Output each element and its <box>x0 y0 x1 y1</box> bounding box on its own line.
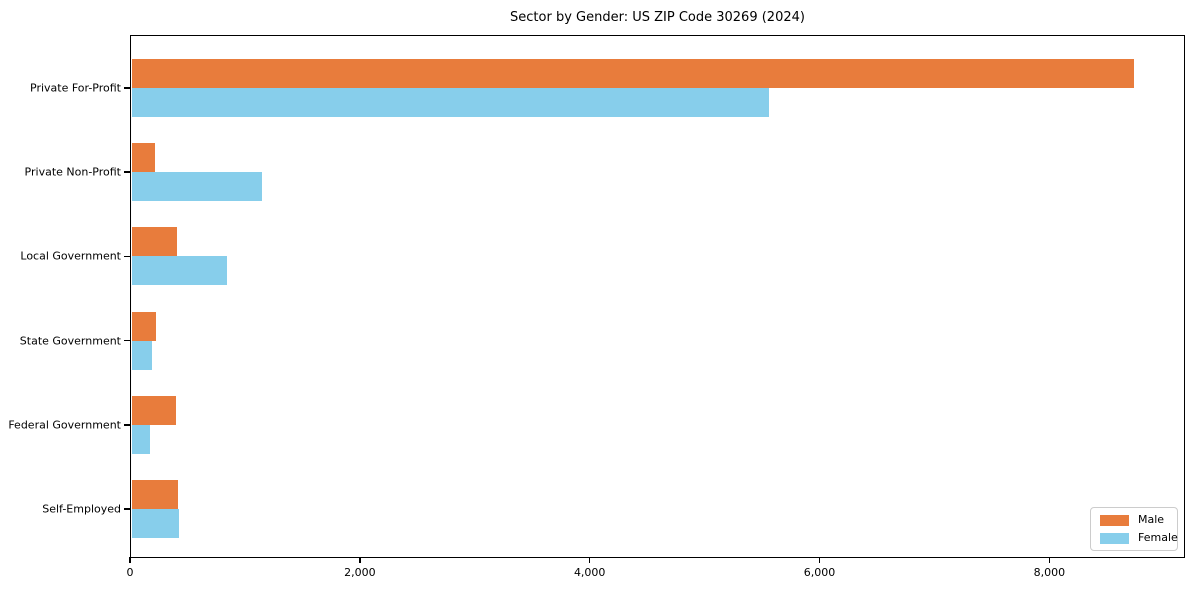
y-tick-label-self-employed: Self-Employed <box>42 502 121 516</box>
bar-female-state-government <box>131 340 152 370</box>
bar-female-self-employed <box>131 509 180 538</box>
y-tick-label-local-government: Local Government <box>20 249 121 263</box>
x-tick-label-0: 0 <box>126 566 134 579</box>
x-tick-mark <box>1048 557 1051 563</box>
bar-male-self-employed <box>131 480 179 509</box>
male-series-swatch <box>1100 514 1129 526</box>
bar-male-state-government <box>131 311 156 341</box>
y-tick-label-state-government: State Government <box>19 334 121 348</box>
x-tick-mark <box>818 557 821 563</box>
bar-male-federal-government <box>131 395 176 425</box>
bar-male-private-for-profit <box>131 59 1135 88</box>
bar-male-local-government <box>131 227 178 257</box>
y-tick-mark <box>124 339 130 342</box>
bar-female-private-for-profit <box>131 88 769 117</box>
legend-label-male: Male <box>1138 513 1165 526</box>
y-tick-mark <box>124 171 130 173</box>
legend-item-male: Male <box>1100 514 1168 526</box>
bar-female-private-non-profit <box>131 172 263 202</box>
y-tick-label-private-non-profit: Private Non-Profit <box>24 165 121 179</box>
y-tick-label-private-for-profit: Private For-Profit <box>30 81 121 95</box>
x-tick-label-2-000: 2,000 <box>344 566 376 579</box>
bar-female-federal-government <box>131 424 151 454</box>
x-tick-label-4-000: 4,000 <box>573 566 606 579</box>
y-tick-mark <box>124 87 130 89</box>
bar-female-local-government <box>131 256 227 286</box>
legend-item-female: Female <box>1100 532 1178 544</box>
y-tick-mark <box>124 508 130 510</box>
x-tick-mark <box>129 557 131 563</box>
x-tick-mark <box>588 557 591 563</box>
x-tick-label-8-000: 8,000 <box>1033 566 1066 579</box>
y-tick-mark <box>124 255 130 258</box>
legend-label-female: Female <box>1138 531 1178 544</box>
legend: Male Female <box>1090 507 1178 551</box>
plot-area <box>130 35 1185 558</box>
y-tick-label-federal-government: Federal Government <box>8 418 121 432</box>
x-tick-mark <box>359 557 361 563</box>
bar-male-private-non-profit <box>131 143 156 173</box>
y-tick-mark <box>124 424 130 426</box>
chart-title: Sector by Gender: US ZIP Code 30269 (202… <box>510 10 805 25</box>
female-series-swatch <box>1100 532 1129 544</box>
x-tick-label-6-000: 6,000 <box>803 566 836 579</box>
